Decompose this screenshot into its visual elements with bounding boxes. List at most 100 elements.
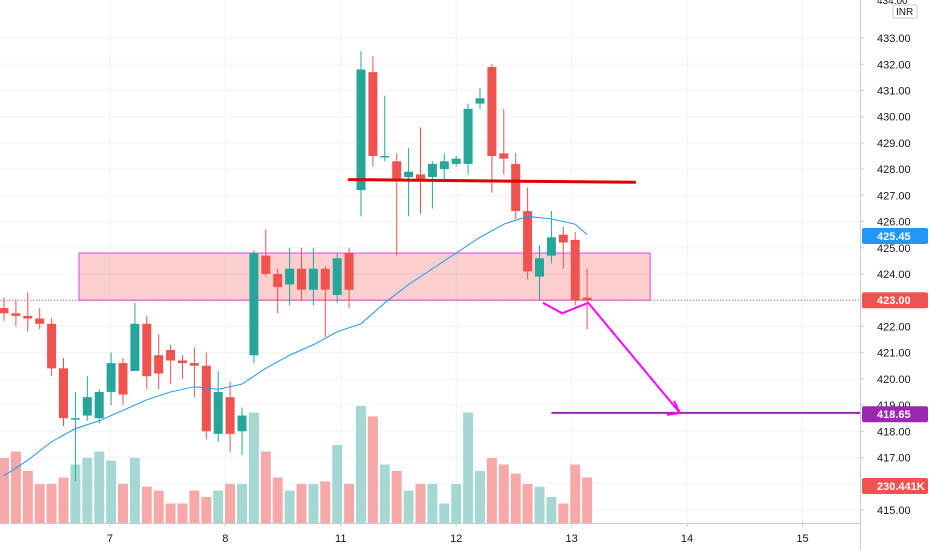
- volume-bar: [10, 451, 21, 523]
- volume-bar: [153, 490, 164, 523]
- candle-body: [368, 72, 378, 157]
- price-tick-label: 431.00: [877, 86, 911, 98]
- volume-bar: [94, 451, 105, 523]
- candle-body: [213, 391, 223, 434]
- candlesticks: [0, 51, 592, 482]
- candle-body: [427, 163, 437, 177]
- volume-bar: [534, 486, 545, 523]
- volume-bar: [284, 490, 295, 523]
- volume-bar: [367, 416, 378, 523]
- volume-bar: [260, 451, 271, 523]
- volume-bar: [546, 497, 557, 523]
- candle-body: [285, 268, 295, 285]
- price-tick-label: 420.00: [877, 374, 911, 386]
- candle-body: [154, 355, 164, 374]
- volume-bars: [0, 406, 593, 523]
- price-tick-label: 425.00: [877, 243, 911, 255]
- volume-bar: [510, 473, 521, 523]
- volume-bar: [225, 484, 236, 523]
- target-badge-bg: [862, 406, 928, 423]
- price-axis[interactable]: 433.00 432.00 431.00 430.00 429.00 428.00 427.…: [860, 0, 932, 550]
- candle-body: [142, 323, 152, 377]
- volume-bar: [403, 490, 414, 523]
- volume-bar: [451, 484, 462, 523]
- volume-bar: [486, 458, 497, 523]
- price-tick-label: 426.00: [877, 217, 911, 229]
- price-tick-label: 429.00: [877, 138, 911, 150]
- candle-body: [70, 418, 80, 420]
- candle-body: [130, 323, 140, 371]
- supply-zone-rectangle[interactable]: [78, 252, 651, 301]
- volume-bar: [463, 412, 474, 523]
- volume-bar: [427, 484, 438, 523]
- candle-body: [487, 66, 497, 157]
- price-badges: 425.45 423.00 418.65 230.441K: [862, 227, 928, 494]
- volume-bar: [201, 497, 212, 523]
- candle-body: [249, 253, 259, 356]
- time-tick-label: 13: [566, 533, 578, 545]
- candle-body: [451, 158, 461, 164]
- volume-bar: [189, 490, 200, 523]
- target-badge-text: 418.65: [877, 409, 911, 421]
- candle-body: [35, 318, 45, 324]
- last-price-badge-text: 423.00: [877, 295, 911, 307]
- candle-body: [344, 253, 354, 290]
- volume-bar: [439, 503, 450, 523]
- volume-bar: [177, 503, 188, 523]
- volume-bar: [34, 484, 45, 523]
- candle-body: [582, 297, 592, 301]
- price-tick-label: 430.00: [877, 112, 911, 124]
- volume-bar: [272, 477, 283, 523]
- volume-bar: [570, 464, 581, 523]
- volume-badge-text: 230.441K: [877, 481, 925, 493]
- candle-body: [0, 308, 9, 314]
- time-axis[interactable]: 7 8 11 12 13 14 15: [0, 523, 860, 550]
- candle-body: [237, 415, 247, 432]
- price-tick-label: 424.00: [877, 269, 911, 281]
- volume-bar: [58, 477, 69, 523]
- candle-body: [535, 258, 544, 277]
- time-tick-label: 7: [107, 533, 113, 545]
- price-tick-label: 415.00: [877, 505, 911, 517]
- currency-label: INR: [896, 7, 913, 18]
- candle-body: [546, 237, 556, 256]
- volume-bar: [558, 503, 569, 523]
- candle-body: [11, 313, 21, 316]
- candle-body: [273, 273, 283, 288]
- candle-body: [404, 171, 414, 177]
- candle-body: [475, 98, 485, 104]
- currency-box: [892, 4, 918, 19]
- volume-bar: [129, 458, 140, 523]
- candle-body: [118, 363, 128, 395]
- candle-body: [523, 211, 533, 272]
- volume-bar: [308, 484, 319, 523]
- volume-bar: [0, 458, 9, 523]
- price-tick-label: 422.00: [877, 321, 911, 333]
- candle-body: [47, 323, 57, 369]
- volume-bar: [82, 458, 93, 523]
- candle-body: [297, 268, 306, 290]
- resistance-line[interactable]: [347, 178, 637, 184]
- candle-body: [332, 258, 342, 295]
- top-partial-price-label: 434.00: [877, 0, 908, 7]
- volume-bar: [379, 464, 390, 523]
- candle-body: [499, 153, 509, 159]
- price-tick-label: 433.00: [877, 33, 911, 45]
- time-tick-label: 15: [796, 533, 808, 545]
- time-axis-background: [0, 523, 860, 550]
- price-tick-label: 428.00: [877, 164, 911, 176]
- volume-bar: [391, 471, 402, 523]
- volume-bar: [498, 464, 509, 523]
- price-axis-background: [860, 0, 932, 550]
- candle-body: [439, 161, 449, 170]
- volume-bar: [70, 464, 81, 523]
- candle-body: [261, 255, 271, 274]
- volume-bar: [356, 406, 366, 523]
- projection-path[interactable]: [542, 301, 681, 414]
- volume-bar: [106, 460, 117, 523]
- time-tick-label: 8: [222, 533, 228, 545]
- candle-body: [416, 174, 425, 180]
- volume-bar: [248, 412, 259, 523]
- candle-body: [82, 397, 92, 416]
